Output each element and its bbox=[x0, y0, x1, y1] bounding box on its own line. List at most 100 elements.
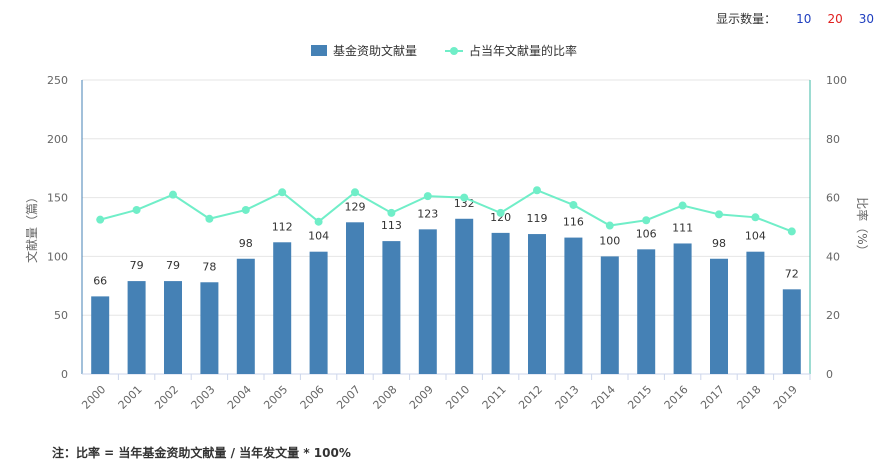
legend-item-line[interactable]: 占当年文献量的比率 bbox=[445, 42, 577, 59]
bar bbox=[164, 281, 182, 374]
display-count-label: 显示数量： bbox=[716, 12, 777, 26]
bar-value-label: 120 bbox=[490, 211, 511, 224]
x-tick-label: 2000 bbox=[79, 383, 108, 412]
x-tick-label: 2014 bbox=[589, 383, 618, 412]
bar-value-label: 119 bbox=[527, 212, 548, 225]
ratio-point bbox=[569, 200, 578, 209]
bar bbox=[491, 232, 510, 374]
bar-value-label: 104 bbox=[745, 230, 766, 243]
ratio-point bbox=[351, 188, 359, 197]
bar-value-label: 100 bbox=[599, 234, 620, 247]
bar bbox=[382, 241, 401, 374]
bar-value-label: 113 bbox=[381, 219, 402, 232]
y-right-tick-label: 20 bbox=[826, 309, 840, 322]
x-tick-label: 2011 bbox=[480, 383, 509, 412]
x-tick-label: 2005 bbox=[261, 383, 290, 412]
x-tick-label: 2007 bbox=[334, 383, 363, 412]
bar bbox=[273, 242, 292, 374]
legend-line-swatch-icon bbox=[445, 46, 463, 56]
x-tick-label: 2010 bbox=[443, 383, 472, 412]
y-left-axis-title: 文献量（篇） bbox=[24, 191, 39, 263]
x-tick-label: 2006 bbox=[298, 383, 327, 412]
legend-bar-label: 基金资助文献量 bbox=[332, 44, 417, 58]
x-tick-label: 2004 bbox=[225, 383, 254, 412]
y-right-tick-label: 40 bbox=[826, 250, 840, 263]
ratio-point bbox=[642, 216, 651, 225]
display-count-option-30[interactable]: 30 bbox=[858, 11, 874, 26]
ratio-point bbox=[132, 205, 141, 214]
bar bbox=[127, 281, 146, 374]
bar-value-label: 78 bbox=[202, 260, 216, 273]
bar-value-label: 104 bbox=[308, 230, 329, 243]
bar-value-label: 112 bbox=[272, 220, 293, 233]
y-left-tick-label: 250 bbox=[47, 74, 68, 87]
chart-legend: 基金资助文献量 占当年文献量的比率 bbox=[0, 42, 888, 59]
bar-value-label: 123 bbox=[417, 207, 438, 220]
bar bbox=[637, 249, 656, 374]
ratio-point bbox=[496, 208, 505, 217]
x-tick-label: 2003 bbox=[189, 383, 218, 412]
ratio-point bbox=[205, 214, 214, 223]
bar-value-label: 129 bbox=[345, 200, 366, 213]
y-right-axis-title: 比率（%） bbox=[855, 197, 870, 256]
ratio-point bbox=[278, 188, 287, 197]
bar bbox=[782, 289, 801, 374]
bar bbox=[309, 251, 328, 374]
bar-value-label: 72 bbox=[785, 267, 799, 280]
y-right-tick-label: 80 bbox=[826, 133, 840, 146]
bar-value-label: 98 bbox=[239, 237, 253, 250]
x-tick-label: 2012 bbox=[516, 383, 545, 412]
x-tick-label: 2017 bbox=[698, 383, 727, 412]
ratio-point bbox=[423, 192, 432, 201]
display-count-option-20[interactable]: 20 bbox=[827, 11, 843, 26]
y-right-tick-label: 100 bbox=[826, 74, 847, 87]
ratio-point bbox=[169, 190, 177, 199]
bar-value-label: 66 bbox=[93, 274, 107, 287]
bar-value-label: 79 bbox=[166, 259, 180, 272]
ratio-point bbox=[533, 186, 541, 195]
ratio-point bbox=[787, 227, 796, 236]
x-tick-label: 2001 bbox=[116, 383, 145, 412]
ratio-point bbox=[241, 205, 250, 214]
bar bbox=[236, 258, 255, 374]
bar-value-label: 116 bbox=[563, 216, 584, 229]
footnote: 注：比率 = 当年基金资助文献量 / 当年发文量 * 100% bbox=[52, 446, 351, 460]
bar-value-label: 111 bbox=[672, 221, 693, 234]
x-tick-label: 2013 bbox=[553, 383, 582, 412]
bar bbox=[746, 251, 765, 374]
ratio-point bbox=[387, 208, 396, 217]
legend-line-label: 占当年文献量的比率 bbox=[469, 44, 578, 58]
y-left-tick-label: 100 bbox=[47, 250, 68, 263]
bar bbox=[200, 282, 219, 374]
display-count-option-10[interactable]: 10 bbox=[796, 11, 812, 26]
bar bbox=[528, 234, 546, 374]
ratio-line bbox=[99, 189, 793, 233]
ratio-point bbox=[605, 221, 614, 230]
bar bbox=[564, 237, 583, 374]
bar bbox=[91, 296, 110, 374]
ratio-point bbox=[460, 193, 469, 202]
bar bbox=[710, 258, 728, 374]
x-tick-label: 2008 bbox=[371, 383, 400, 412]
ratio-point bbox=[678, 201, 687, 210]
bar bbox=[600, 256, 619, 374]
x-tick-label: 2019 bbox=[771, 383, 800, 412]
ratio-point bbox=[715, 210, 723, 219]
display-count-selector: 显示数量： 10 20 30 bbox=[716, 10, 878, 27]
bar-value-label: 79 bbox=[130, 259, 144, 272]
x-tick-label: 2009 bbox=[407, 383, 436, 412]
y-left-tick-label: 0 bbox=[61, 368, 68, 381]
bar-value-label: 106 bbox=[636, 227, 657, 240]
x-tick-label: 2015 bbox=[625, 383, 654, 412]
legend-bar-swatch-icon bbox=[310, 45, 327, 56]
y-right-tick-label: 60 bbox=[826, 192, 840, 205]
x-tick-label: 2002 bbox=[152, 383, 181, 412]
legend-item-bar[interactable]: 基金资助文献量 bbox=[310, 42, 417, 59]
bar bbox=[673, 243, 692, 374]
y-left-tick-label: 50 bbox=[54, 309, 68, 322]
bar bbox=[418, 229, 437, 374]
ratio-point bbox=[751, 213, 760, 222]
x-tick-label: 2016 bbox=[662, 383, 691, 412]
ratio-point bbox=[96, 215, 105, 224]
